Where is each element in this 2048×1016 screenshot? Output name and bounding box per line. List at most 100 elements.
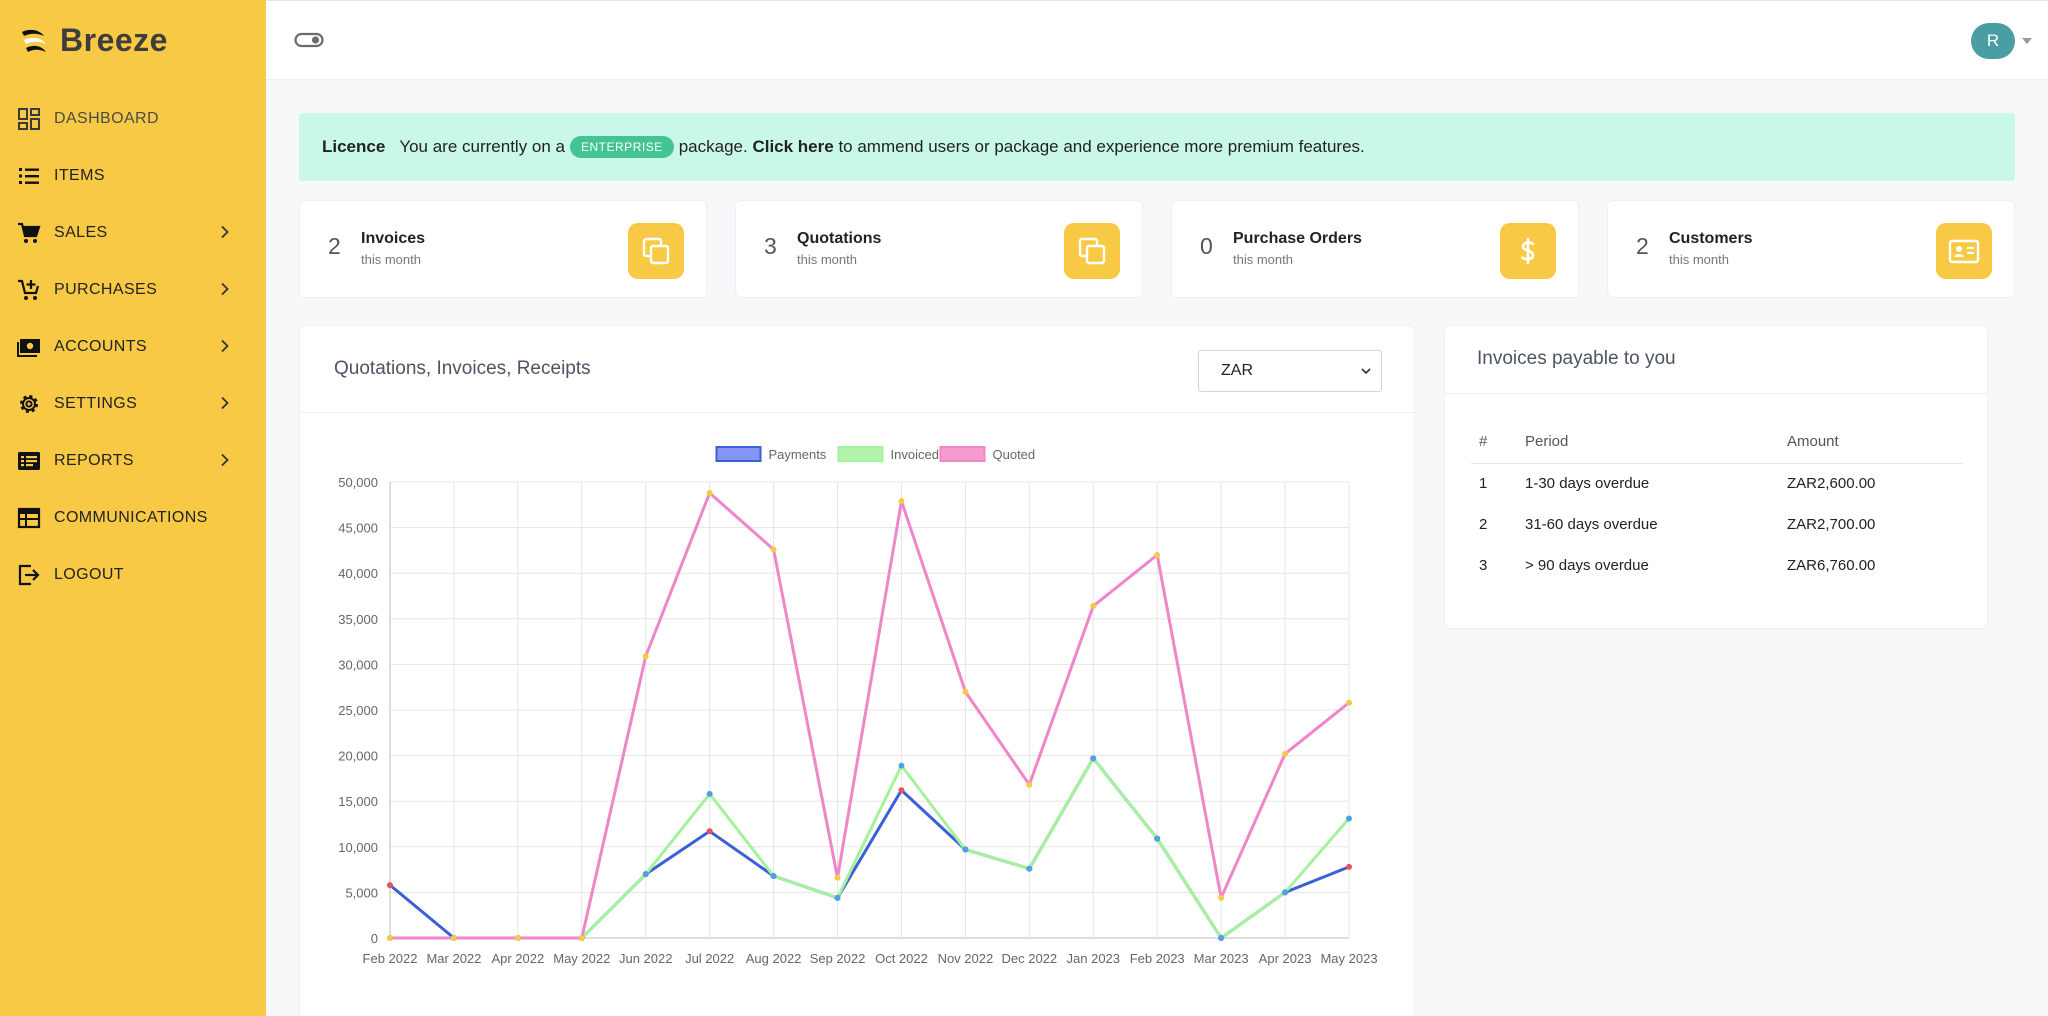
y-tick-label: 0 [371,931,378,946]
data-point-quoted [1218,894,1225,901]
data-point-payments [706,828,713,835]
line-chart: 0 5,000 10,000 15,000 20,000 25,000 30,000 35,0… [338,446,1378,966]
chevron-down-icon[interactable] [2022,38,2032,44]
copy-icon [628,223,684,279]
currency-select[interactable]: ZAR [1198,350,1382,392]
sidebar-item-purchases[interactable]: PURCHASES [0,261,266,318]
currency-select-value: ZAR [1221,362,1253,379]
x-tick-label: Apr 2022 [491,951,544,966]
data-point-invoiced [898,762,905,769]
y-tick-label: 25,000 [338,703,378,718]
legend-swatch [939,446,986,462]
user-avatar[interactable]: R [1971,23,2015,59]
chevron-down-icon [1361,368,1371,375]
dollar-icon [1500,223,1556,279]
sidebar-item-communications[interactable]: COMMUNICATIONS [0,489,266,546]
chevron-right-icon [221,339,229,353]
data-point-invoiced [834,894,841,901]
stat-label: Quotations [797,230,882,247]
sidebar-item-label: SETTINGS [54,394,138,412]
y-tick-label: 20,000 [338,749,378,764]
cart-add-icon [16,277,42,303]
sidebar-nav: DASHBOARD ITEMS SALES PURCHASES ACCOUNTS SETT… [0,90,266,603]
sidebar-item-label: ITEMS [54,166,105,184]
x-tick-label: May 2022 [553,951,610,966]
table-row: 1 1-30 days overdue ZAR2,600.00 [1471,463,1963,504]
stat-label: Customers [1669,230,1753,247]
stat-card-customers[interactable]: 2 Customers this month [1607,200,2015,298]
payable-table: # Period Amount 1 1-30 days overdue ZAR2… [1471,421,1963,586]
x-tick-label: Jan 2023 [1067,951,1121,966]
sidebar-item-sales[interactable]: SALES [0,204,266,261]
x-tick-label: Feb 2022 [363,951,418,966]
list-icon [16,163,42,189]
brand-name: Breeze [60,21,168,58]
row-amount: ZAR2,700.00 [1787,516,1876,533]
licence-link[interactable]: Click here [752,137,834,156]
table-header-row: # Period Amount [1471,421,1963,464]
sidebar-item-label: DASHBOARD [54,109,159,127]
enterprise-badge: ENTERPRISE [570,136,674,158]
id-card-icon [1936,223,1992,279]
table-row: 2 31-60 days overdue ZAR2,700.00 [1471,504,1963,545]
data-point-invoiced [642,871,649,878]
column-header: Amount [1779,421,1963,464]
data-point-quoted [450,935,457,941]
chevron-right-icon [221,453,229,467]
report-icon [16,448,42,474]
series-line-invoiced [390,756,1351,940]
sidebar-item-label: PURCHASES [54,280,158,298]
data-point-payments [387,882,393,889]
data-point-invoiced [706,790,713,797]
stat-card-quotations[interactable]: 3 Quotations this month [735,200,1143,298]
data-point-quoted [514,935,521,941]
payable-panel: Invoices payable to you # Period Amount … [1444,325,1988,629]
data-point-invoiced [1026,865,1033,872]
data-point-quoted [962,688,969,695]
stat-sub: this month [1233,252,1293,267]
sidebar-item-accounts[interactable]: ACCOUNTS [0,318,266,375]
row-period: 1-30 days overdue [1525,475,1650,493]
row-amount: ZAR6,760.00 [1787,557,1876,574]
sidebar-item-settings[interactable]: SETTINGS [0,375,266,432]
sidebar-item-logout[interactable]: LOGOUT [0,546,266,603]
licence-banner: Licence You are currently on a ENTERPRIS… [299,113,2015,181]
data-point-quoted [1090,603,1097,610]
y-tick-label: 40,000 [338,566,378,581]
stat-card-invoices[interactable]: 2 Invoices this month [299,200,707,298]
data-point-payments [898,787,905,794]
sidebar-item-label: ACCOUNTS [54,337,147,355]
licence-title: Licence [322,137,386,156]
data-point-invoiced [1218,935,1225,941]
x-tick-label: Nov 2022 [938,951,994,966]
legend-swatch [837,446,884,462]
chevron-right-icon [221,282,229,296]
y-tick-label: 45,000 [338,521,378,536]
y-tick-label: 50,000 [338,475,378,490]
payable-title: Invoices payable to you [1477,348,1676,369]
x-tick-label: Apr 2023 [1259,951,1312,966]
sidebar-item-reports[interactable]: REPORTS [0,432,266,489]
x-tick-label: Feb 2023 [1130,951,1185,966]
sidebar-item-dashboard[interactable]: DASHBOARD [0,90,266,147]
table-row: 3 > 90 days overdue ZAR6,760.00 [1471,545,1963,586]
data-point-payments [1346,863,1352,870]
stat-sub: this month [1669,252,1729,267]
row-amount: ZAR2,600.00 [1787,475,1876,493]
sidebar-item-items[interactable]: ITEMS [0,147,266,204]
data-point-invoiced [1090,755,1097,762]
data-point-quoted [898,498,905,505]
stat-card-purchase-orders[interactable]: 0 Purchase Orders this month [1171,200,1579,298]
brand[interactable]: Breeze [18,18,168,62]
data-point-quoted [1346,699,1352,706]
sidebar-item-label: SALES [54,223,108,241]
stat-label: Invoices [361,230,426,247]
chevron-right-icon [221,396,229,410]
x-tick-label: Jun 2022 [619,951,673,966]
column-header: # [1471,421,1517,464]
chart-panel-title: Quotations, Invoices, Receipts [334,358,591,379]
sidebar-toggle-icon[interactable] [294,31,324,49]
divider [1445,393,1987,394]
stat-sub: this month [797,252,857,267]
licence-text-middle: package. [678,137,748,156]
